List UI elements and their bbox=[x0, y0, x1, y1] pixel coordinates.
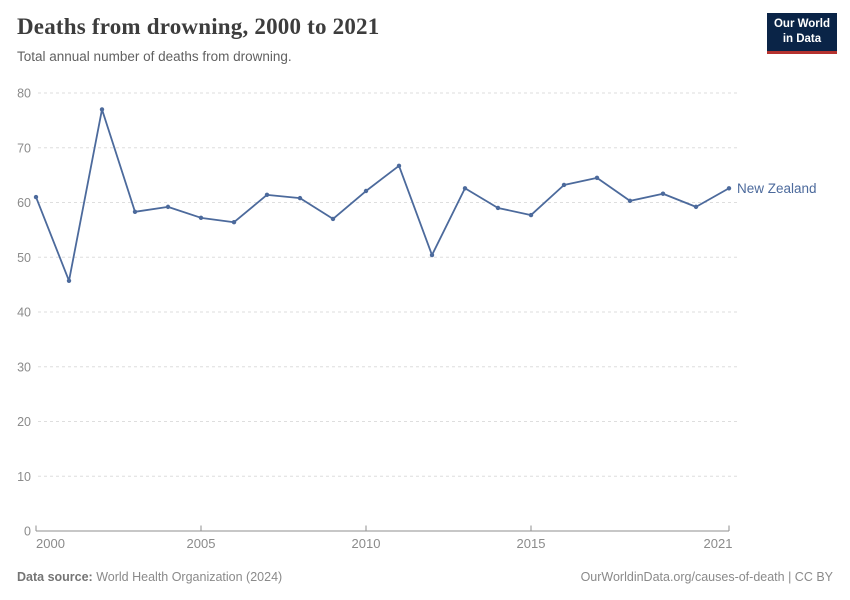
y-axis-tick-label: 10 bbox=[17, 470, 31, 484]
data-point bbox=[297, 195, 303, 201]
x-axis-tick-label: 2021 bbox=[704, 536, 733, 551]
owid-link[interactable]: OurWorldinData.org/causes-of-death | CC … bbox=[580, 570, 833, 584]
data-source-text: World Health Organization (2024) bbox=[96, 570, 283, 584]
data-point bbox=[231, 220, 237, 225]
data-point bbox=[33, 194, 39, 200]
x-axis-tick-label: 2000 bbox=[36, 536, 65, 551]
data-point bbox=[495, 205, 501, 211]
y-axis-tick-label: 0 bbox=[24, 525, 31, 539]
data-point bbox=[660, 191, 666, 196]
x-axis-tick-label: 2005 bbox=[187, 536, 216, 551]
data-point bbox=[165, 204, 171, 210]
data-point bbox=[330, 216, 336, 222]
data-point bbox=[594, 175, 600, 181]
y-axis-tick-label: 40 bbox=[17, 306, 31, 320]
plot-area: 0 10 20 30 40 50 60 70 80 2000 2005 2010 2015 2021 New… bbox=[0, 75, 850, 560]
y-axis-tick-label: 80 bbox=[17, 87, 31, 101]
owid-logo-line2: in Data bbox=[782, 32, 822, 45]
chart-footer: Data source: World Health Organization (… bbox=[17, 570, 833, 584]
x-axis-tick-label: 2015 bbox=[517, 536, 546, 551]
data-point bbox=[693, 204, 699, 210]
data-point bbox=[627, 198, 633, 204]
data-point bbox=[363, 188, 369, 194]
y-axis-tick-label: 50 bbox=[17, 251, 31, 265]
y-axis-tick-label: 20 bbox=[17, 415, 31, 429]
y-axis-tick-label: 70 bbox=[17, 141, 31, 155]
y-axis-tick-label: 60 bbox=[17, 196, 31, 210]
data-source: Data source: World Health Organization (… bbox=[17, 570, 282, 584]
entity-label-new-zealand[interactable]: New Zealand bbox=[737, 181, 817, 196]
owid-logo[interactable]: Our World in Data bbox=[766, 13, 837, 54]
chart-title: Deaths from drowning, 2000 to 2021 bbox=[17, 14, 380, 39]
x-axis-tick-label: 2010 bbox=[352, 536, 381, 551]
owid-logo-line1: Our World bbox=[773, 18, 830, 30]
data-point bbox=[99, 107, 105, 112]
data-source-label: Data source: bbox=[17, 570, 93, 584]
y-axis-tick-label: 30 bbox=[17, 360, 31, 374]
data-point bbox=[528, 212, 534, 218]
data-point bbox=[429, 252, 435, 258]
data-line-new-zealand bbox=[35, 108, 730, 282]
chart-header: Deaths from drowning, 2000 to 2021 Total… bbox=[17, 14, 833, 64]
data-point bbox=[198, 215, 204, 221]
data-point bbox=[132, 209, 138, 215]
data-point bbox=[726, 186, 732, 191]
chart-subtitle: Total annual number of deaths from drown… bbox=[17, 49, 292, 64]
line-chart-svg: 0 10 20 30 40 50 60 70 80 2000 2005 2010 2015 2021 New… bbox=[17, 87, 817, 552]
data-point bbox=[66, 278, 72, 283]
data-point bbox=[264, 192, 270, 198]
data-point bbox=[462, 186, 468, 191]
data-point bbox=[561, 182, 567, 188]
data-point bbox=[396, 163, 402, 169]
